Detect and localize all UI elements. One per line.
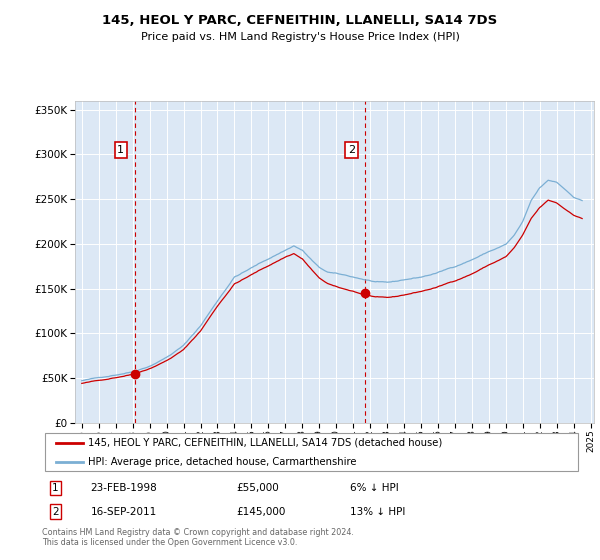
Text: 145, HEOL Y PARC, CEFNEITHIN, LLANELLI, SA14 7DS: 145, HEOL Y PARC, CEFNEITHIN, LLANELLI, … [103,14,497,27]
Text: 13% ↓ HPI: 13% ↓ HPI [350,507,405,517]
Text: 16-SEP-2011: 16-SEP-2011 [91,507,157,517]
Text: 1: 1 [117,145,124,155]
Text: Contains HM Land Registry data © Crown copyright and database right 2024.
This d: Contains HM Land Registry data © Crown c… [42,528,354,547]
Text: 1: 1 [52,483,59,493]
Text: 23-FEB-1998: 23-FEB-1998 [91,483,157,493]
Text: 2: 2 [52,507,59,517]
Text: £55,000: £55,000 [236,483,279,493]
Text: Price paid vs. HM Land Registry's House Price Index (HPI): Price paid vs. HM Land Registry's House … [140,32,460,43]
Text: HPI: Average price, detached house, Carmarthenshire: HPI: Average price, detached house, Carm… [88,457,356,467]
Text: 145, HEOL Y PARC, CEFNEITHIN, LLANELLI, SA14 7DS (detached house): 145, HEOL Y PARC, CEFNEITHIN, LLANELLI, … [88,437,442,447]
Text: £145,000: £145,000 [236,507,286,517]
Text: 6% ↓ HPI: 6% ↓ HPI [350,483,398,493]
Text: 2: 2 [348,145,355,155]
FancyBboxPatch shape [45,433,578,471]
